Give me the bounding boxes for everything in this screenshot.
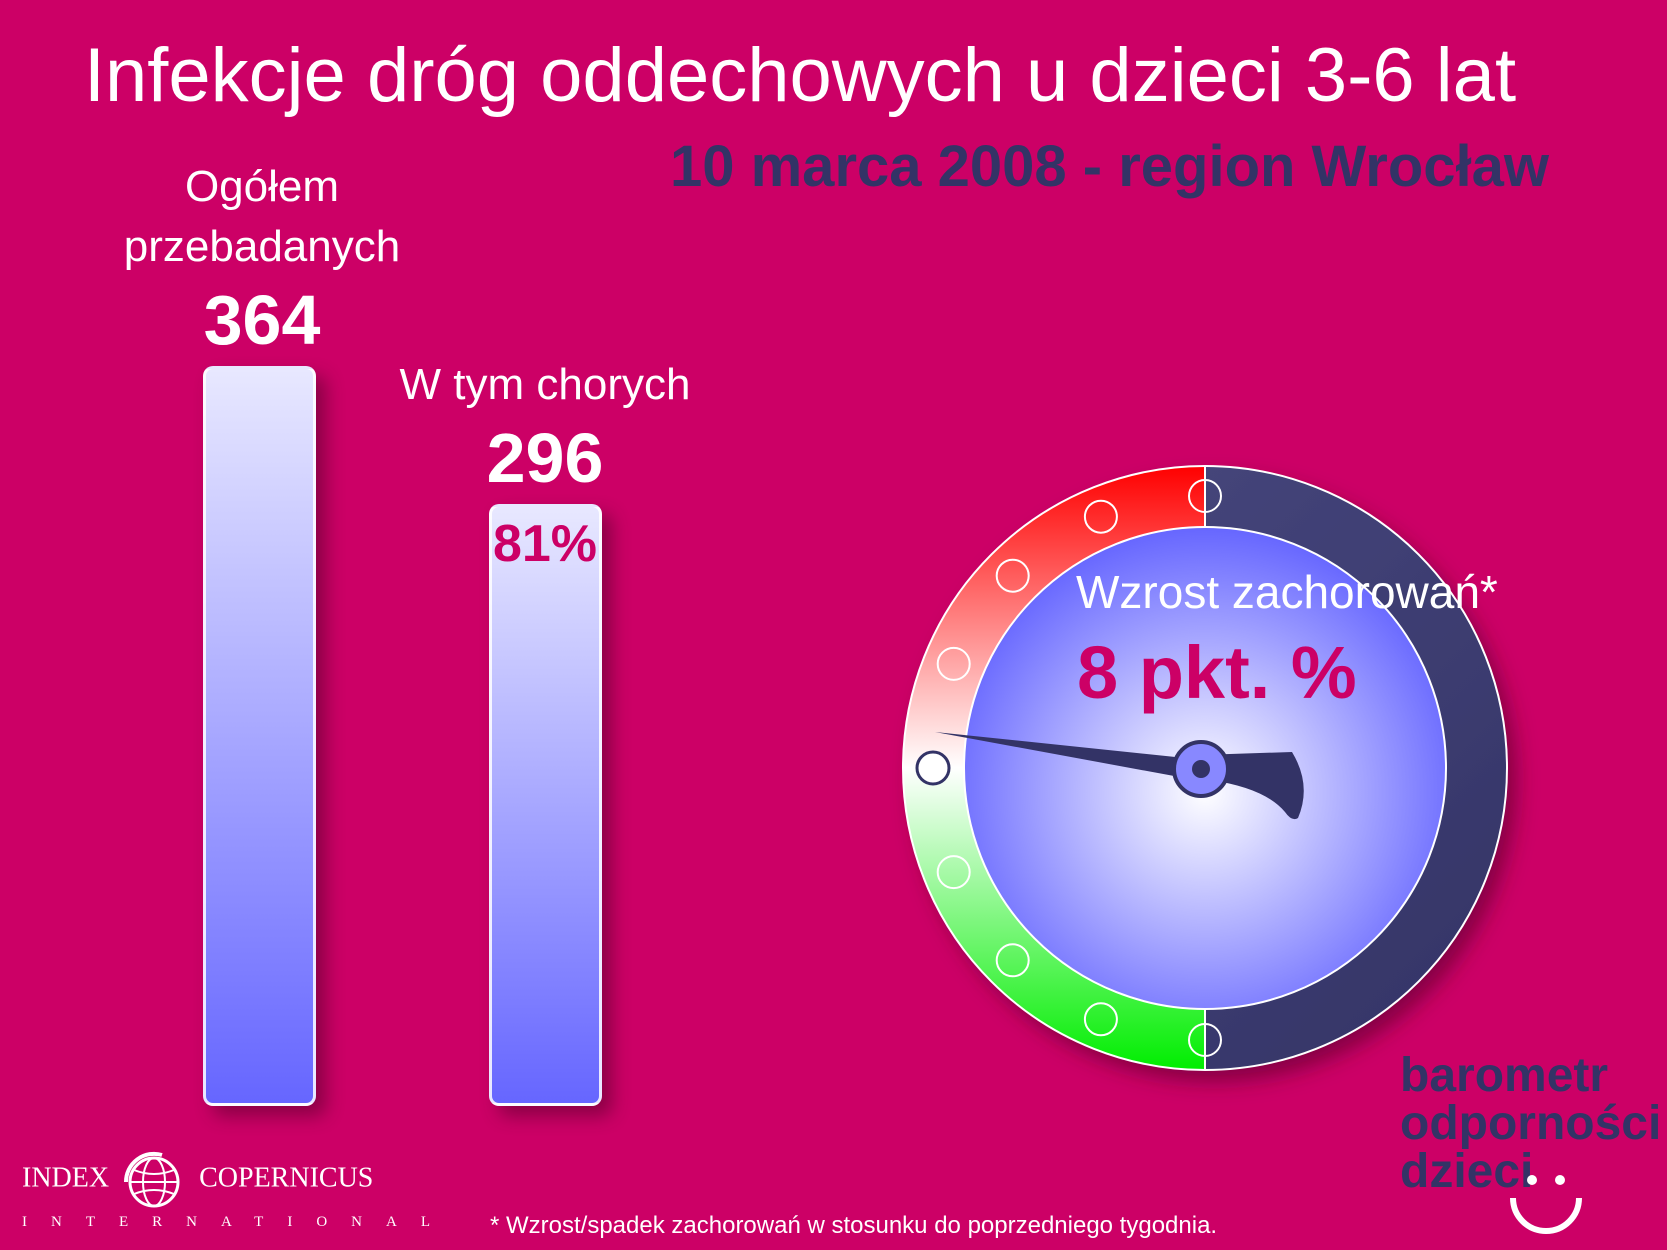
logo-subtitle: INTERNATIONAL	[22, 1214, 454, 1230]
brand-logo: barometr odporności dzieci	[1400, 1052, 1661, 1196]
gauge-marker	[1083, 1002, 1118, 1037]
gauge-label: Wzrost zachorowań*	[1076, 566, 1498, 618]
bar-total	[203, 366, 316, 1106]
gauge-marker	[936, 646, 971, 681]
gauge-value: 8 pkt. %	[1077, 631, 1357, 714]
gauge-markers	[915, 479, 1222, 1057]
brand-line-1: barometr	[1400, 1049, 1609, 1102]
gauge-marker	[1083, 499, 1118, 534]
logo-text-left: INDEX	[22, 1162, 110, 1194]
gauge-marker	[915, 750, 951, 786]
bar-sick-label: W tym chorych	[399, 360, 691, 409]
logo-text-right: COPERNICUS	[199, 1162, 374, 1194]
footnote: * Wzrost/spadek zachorowań w stosunku do…	[490, 1212, 1218, 1239]
page-title: Infekcje dróg oddechowych u dzieci 3-6 l…	[83, 33, 1517, 118]
globe-icon	[124, 1151, 180, 1208]
bar-total-label: Ogółem przebadanych	[112, 157, 412, 277]
gauge-needle	[935, 732, 1304, 820]
brand-line-3: dzieci	[1400, 1145, 1534, 1198]
gauge-marker	[1188, 479, 1222, 513]
bar-total-value: 364	[203, 281, 321, 359]
bar-total-label-line1: Ogółem	[184, 162, 340, 211]
bar-total-label-line2: przebadanych	[123, 222, 401, 271]
gauge-marker	[995, 558, 1030, 593]
bar-sick	[489, 504, 602, 1106]
bar-sick-value: 296	[486, 419, 604, 497]
gauge-marker	[995, 943, 1030, 978]
index-copernicus-logo: INDEX COPERNICUS	[22, 1150, 373, 1210]
gauge-marker	[1188, 1023, 1222, 1057]
gauge-marker	[936, 855, 971, 890]
smiley-icon	[1510, 1175, 1582, 1234]
page-subtitle: 10 marca 2008 - region Wrocław	[669, 134, 1549, 199]
brand-line-2: odporności	[1400, 1097, 1662, 1150]
bar-sick-percent: 81%	[492, 515, 598, 574]
